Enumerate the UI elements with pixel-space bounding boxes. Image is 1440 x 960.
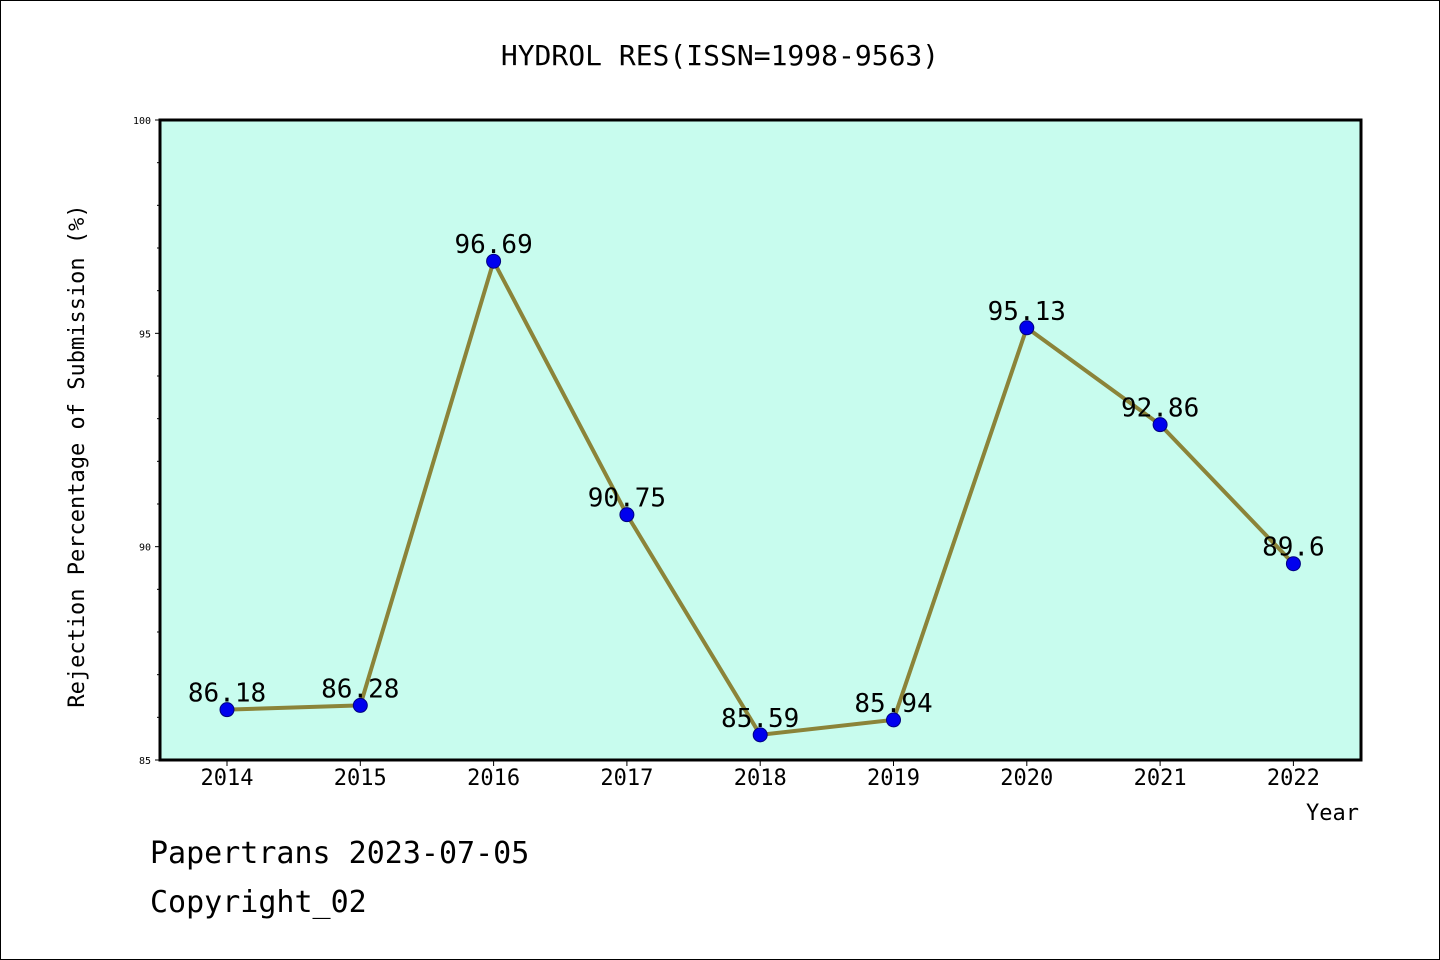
footer-copyright: Copyright_02 xyxy=(150,885,367,920)
data-point xyxy=(1152,417,1168,433)
series-layer xyxy=(219,253,1301,743)
data-point xyxy=(752,727,768,743)
data-labels: 86.18 86.28 96.69 90.75 85.59 85.94 95.13 92.86… xyxy=(188,230,1325,734)
data-label: 89.6 xyxy=(1262,533,1325,563)
footer-credit: Papertrans 2023-07-05 xyxy=(150,836,530,871)
data-label: 85.94 xyxy=(854,689,932,719)
data-label: 92.86 xyxy=(1121,394,1199,424)
y-tick-label: 90 xyxy=(139,543,151,554)
data-label: 96.69 xyxy=(454,230,532,260)
x-tick-label: 2019 xyxy=(867,766,920,791)
x-tick-label: 2022 xyxy=(1267,766,1320,791)
x-tick-label: 2020 xyxy=(1000,766,1053,791)
data-label: 90.75 xyxy=(588,484,666,514)
x-tick-label: 2018 xyxy=(734,766,787,791)
data-label: 85.59 xyxy=(721,704,799,734)
data-point xyxy=(1285,556,1301,572)
y-tick-label: 95 xyxy=(139,329,151,340)
x-tick-label: 2015 xyxy=(334,766,387,791)
data-point xyxy=(219,702,235,718)
data-label: 95.13 xyxy=(988,297,1066,327)
plot-area xyxy=(158,118,1363,762)
x-axis: 2014 2015 2016 2017 2018 2019 2020 2021 2022 xyxy=(201,760,1320,791)
x-axis-title: Year xyxy=(1306,801,1359,826)
data-point xyxy=(619,507,635,523)
y-tick-label: 85 xyxy=(139,756,151,767)
data-point xyxy=(1019,320,1035,336)
chart-title: HYDROL RES(ISSN=1998-9563) xyxy=(500,39,940,72)
data-point xyxy=(886,712,901,728)
data-label: 86.28 xyxy=(321,674,399,704)
x-tick-label: 2014 xyxy=(201,766,254,791)
y-axis: 85 90 95 100 xyxy=(133,116,160,767)
data-point xyxy=(352,697,368,713)
data-point xyxy=(486,253,502,269)
x-tick-label: 2016 xyxy=(467,766,520,791)
y-tick-label: 100 xyxy=(133,116,151,127)
data-label: 86.18 xyxy=(188,679,266,709)
x-tick-label: 2017 xyxy=(600,766,653,791)
y-axis-title: Rejection Percentage of Submission (%) xyxy=(65,204,90,707)
x-tick-label: 2021 xyxy=(1134,766,1187,791)
